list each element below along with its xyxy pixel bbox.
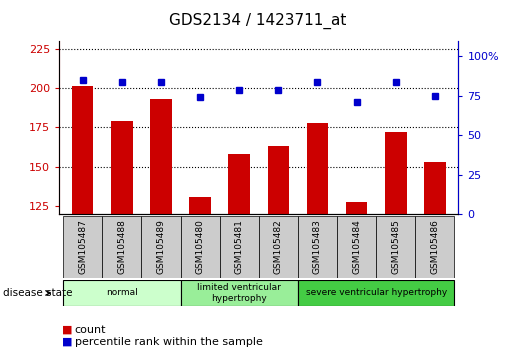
Bar — [63, 280, 181, 306]
Bar — [376, 216, 415, 278]
Bar — [220, 216, 259, 278]
Bar — [111, 121, 132, 214]
Text: ■: ■ — [62, 337, 72, 347]
Text: GDS2134 / 1423711_at: GDS2134 / 1423711_at — [169, 12, 346, 29]
Bar — [229, 154, 250, 214]
Text: GSM105484: GSM105484 — [352, 219, 361, 274]
Bar — [424, 162, 445, 214]
Bar — [63, 216, 102, 278]
Bar — [181, 216, 220, 278]
Bar — [298, 216, 337, 278]
Bar — [150, 99, 171, 214]
Bar — [190, 197, 211, 214]
Text: count: count — [75, 325, 106, 335]
Bar — [307, 123, 328, 214]
Bar — [268, 146, 289, 214]
Text: GSM105487: GSM105487 — [78, 219, 87, 274]
Text: severe ventricular hypertrophy: severe ventricular hypertrophy — [305, 289, 447, 297]
Bar — [415, 216, 454, 278]
Bar — [337, 216, 376, 278]
Bar — [142, 216, 181, 278]
Text: GSM105480: GSM105480 — [196, 219, 204, 274]
Text: normal: normal — [106, 289, 138, 297]
Bar — [385, 132, 406, 214]
Text: GSM105481: GSM105481 — [235, 219, 244, 274]
Text: percentile rank within the sample: percentile rank within the sample — [75, 337, 263, 347]
Text: disease state: disease state — [3, 288, 72, 298]
Text: limited ventricular
hypertrophy: limited ventricular hypertrophy — [197, 283, 281, 303]
Bar — [181, 280, 298, 306]
Bar — [72, 86, 93, 214]
Text: GSM105482: GSM105482 — [274, 219, 283, 274]
Text: GSM105489: GSM105489 — [157, 219, 165, 274]
Bar — [259, 216, 298, 278]
Bar — [298, 280, 454, 306]
Text: GSM105485: GSM105485 — [391, 219, 400, 274]
Text: GSM105488: GSM105488 — [117, 219, 126, 274]
Text: GSM105486: GSM105486 — [431, 219, 439, 274]
Bar — [102, 216, 142, 278]
Text: ■: ■ — [62, 325, 72, 335]
Bar — [346, 201, 367, 214]
Text: GSM105483: GSM105483 — [313, 219, 322, 274]
